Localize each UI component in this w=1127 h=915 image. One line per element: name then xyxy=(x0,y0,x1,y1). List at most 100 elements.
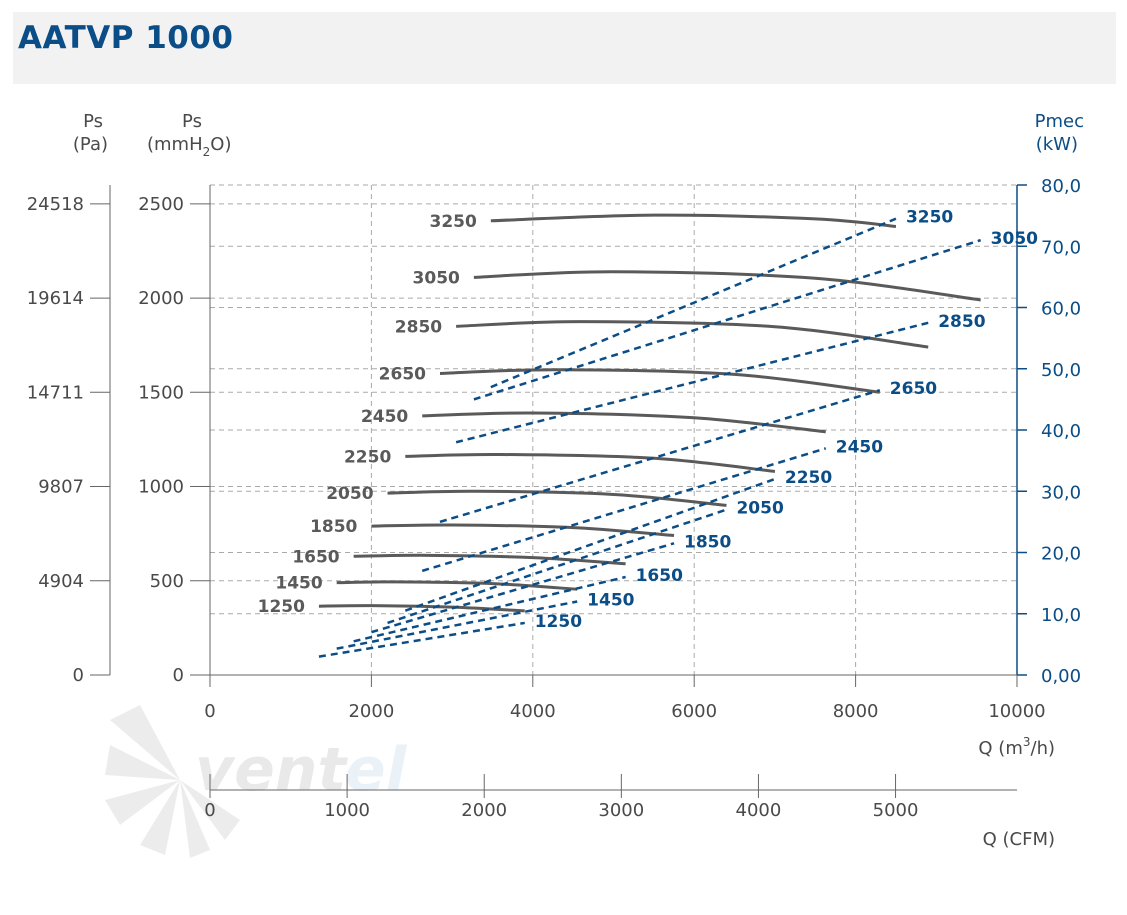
cfm-tick-label: 2000 xyxy=(461,800,507,821)
svg-text:vent: vent xyxy=(195,735,349,805)
pressure-curve-1650 xyxy=(353,553,626,566)
power-label-1250: 1250 xyxy=(535,612,582,632)
power-curve-2450 xyxy=(421,447,827,573)
power-label-1450: 1450 xyxy=(587,591,634,611)
page-title: AATVP 1000 xyxy=(18,20,234,56)
pressure-label-2850: 2850 xyxy=(395,317,442,337)
power-curves xyxy=(318,217,982,658)
pmec-tick-label: 0,00 xyxy=(1041,666,1081,687)
pressure-curve-3050 xyxy=(473,270,981,302)
pmec-tick-label: 20,0 xyxy=(1041,544,1081,565)
power-label-3250: 3250 xyxy=(906,208,953,228)
power-label-2250: 2250 xyxy=(785,468,832,488)
q-cfm-title: Q (CFM) xyxy=(983,829,1055,850)
pa-tick-label: 0 xyxy=(73,665,84,686)
pmec-tick-label: 80,0 xyxy=(1041,176,1081,197)
ps-pa-title: Ps xyxy=(83,111,103,132)
power-label-3050: 3050 xyxy=(991,229,1038,249)
ps-mm-unit-b: O) xyxy=(210,134,231,155)
pressure-curve-2050 xyxy=(387,489,727,507)
mm-tick-label: 500 xyxy=(150,571,184,592)
pressure-label-2450: 2450 xyxy=(361,407,408,427)
power-label-1650: 1650 xyxy=(636,566,683,586)
pressure-label-1250: 1250 xyxy=(258,597,305,617)
pressure-label-2050: 2050 xyxy=(326,484,373,504)
pressure-curve-2250 xyxy=(405,452,776,473)
pa-tick-label: 24518 xyxy=(27,194,84,215)
pmec-tick-label: 70,0 xyxy=(1041,237,1081,258)
pmec-unit: (kW) xyxy=(1036,134,1078,155)
power-curve-2850 xyxy=(455,321,929,444)
power-label-2450: 2450 xyxy=(836,437,883,457)
power-curve-2650 xyxy=(439,388,881,524)
ps-mm-unit-a: (mmH xyxy=(147,134,203,155)
pmec-tick-label: 40,0 xyxy=(1041,421,1081,442)
mm-tick-label: 2500 xyxy=(138,194,184,215)
ps-mm-title: Ps xyxy=(182,111,202,132)
power-curve-2250 xyxy=(404,477,776,612)
pmec-tick-label: 50,0 xyxy=(1041,360,1081,381)
pressure-label-1650: 1650 xyxy=(292,547,339,567)
curve-labels: 1250145016501850205022502450265028503050… xyxy=(258,208,1039,632)
pressure-curve-3250 xyxy=(490,213,897,228)
pressure-curves xyxy=(318,213,981,613)
grid xyxy=(210,184,1017,675)
cfm-tick-label: 5000 xyxy=(873,800,919,821)
pressure-curve-1450 xyxy=(336,580,578,591)
q-tick-label: 10000 xyxy=(988,701,1045,722)
ventel-watermark: vent el xyxy=(105,705,408,858)
power-curve-1650 xyxy=(353,575,626,643)
power-curve-1850 xyxy=(371,542,675,634)
pressure-curve-1850 xyxy=(371,523,675,538)
power-curve-2050 xyxy=(387,508,727,625)
mm-tick-label: 1000 xyxy=(138,477,184,498)
pa-tick-label: 19614 xyxy=(27,288,84,309)
cfm-tick-label: 3000 xyxy=(598,800,644,821)
power-label-2650: 2650 xyxy=(890,379,937,399)
q-tick-label: 0 xyxy=(204,701,215,722)
svg-text:el: el xyxy=(345,735,408,805)
mm-tick-label: 0 xyxy=(173,665,184,686)
power-label-1850: 1850 xyxy=(684,532,731,552)
pmec-tick-label: 30,0 xyxy=(1041,482,1081,503)
q-tick-label: 6000 xyxy=(671,701,717,722)
mm-tick-label: 2000 xyxy=(138,288,184,309)
title-bar xyxy=(13,12,1116,84)
pa-tick-label: 4904 xyxy=(38,571,84,592)
pmec-tick-label: 10,0 xyxy=(1041,605,1081,626)
pressure-label-2650: 2650 xyxy=(379,364,426,384)
cfm-tick-label: 4000 xyxy=(736,800,782,821)
pmec-title: Pmec xyxy=(1035,111,1084,132)
q-m3h-b: /h) xyxy=(1031,738,1056,759)
pressure-label-3250: 3250 xyxy=(430,212,477,232)
power-curve-3050 xyxy=(473,238,982,401)
pressure-curve-1250 xyxy=(318,604,525,613)
power-label-2850: 2850 xyxy=(938,312,985,332)
pressure-curve-2850 xyxy=(456,320,929,349)
q-tick-label: 8000 xyxy=(833,701,879,722)
mm-tick-label: 1500 xyxy=(138,382,184,403)
ps-pa-unit: (Pa) xyxy=(73,134,108,155)
pressure-label-1450: 1450 xyxy=(275,574,322,594)
pressure-label-3050: 3050 xyxy=(413,268,460,288)
q-tick-label: 2000 xyxy=(348,701,394,722)
power-label-2050: 2050 xyxy=(736,499,783,519)
pmec-tick-label: 60,0 xyxy=(1041,299,1081,320)
cfm-tick-label: 0 xyxy=(204,800,215,821)
q-m3h-title: Q (m3/h) xyxy=(978,735,1055,759)
q-tick-label: 4000 xyxy=(510,701,556,722)
q-m3h-a: Q (m xyxy=(978,738,1022,759)
q-m3h-sup: 3 xyxy=(1023,735,1031,749)
power-curve-1250 xyxy=(318,621,525,658)
power-curve-3250 xyxy=(490,217,897,389)
pressure-curve-2450 xyxy=(422,411,826,434)
pressure-label-1850: 1850 xyxy=(310,517,357,537)
pa-tick-label: 9807 xyxy=(38,477,84,498)
pa-tick-label: 14711 xyxy=(27,382,84,403)
ps-mm-unit-sub: 2 xyxy=(203,145,211,159)
cfm-tick-label: 1000 xyxy=(324,800,370,821)
power-curve-1450 xyxy=(336,600,578,650)
pressure-label-2250: 2250 xyxy=(344,447,391,467)
